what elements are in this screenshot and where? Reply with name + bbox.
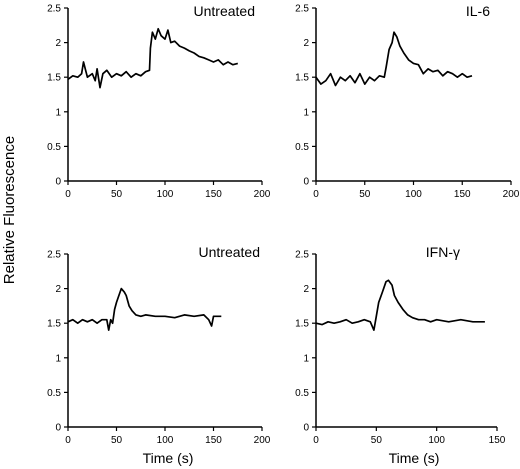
x-tick-label: 50 <box>111 189 123 200</box>
x-tick-label: 50 <box>371 435 383 446</box>
x-tick-label: 0 <box>313 189 319 200</box>
y-tick-label: 0 <box>303 423 309 434</box>
x-tick-label: 100 <box>157 435 174 446</box>
x-axis-title-right: Time (s) <box>389 450 440 466</box>
series-line-1 <box>67 27 239 89</box>
y-tick-label: 2.5 <box>295 250 309 261</box>
x-tick-label: 50 <box>359 189 371 200</box>
chart-panel-2: 0 0.5 1 1.5 2 2.5 0 50 100 150 200 IL-6 <box>295 3 520 200</box>
panel-title: Untreated <box>199 244 260 260</box>
y-tick-label: 2 <box>303 284 309 295</box>
series-line-1 <box>67 287 222 331</box>
x-tick-label: 200 <box>254 189 271 200</box>
x-tick-label: 50 <box>111 435 123 446</box>
y-tick-label: 1.5 <box>47 73 61 84</box>
x-tick-label: 200 <box>254 435 271 446</box>
x-tick-label: 150 <box>205 189 222 200</box>
x-tick-label: 150 <box>454 189 471 200</box>
y-tick-label: 1 <box>303 107 309 118</box>
y-tick-label: 1 <box>55 107 61 118</box>
panel-title: IL-6 <box>466 3 490 19</box>
y-tick-label: 2 <box>55 284 61 295</box>
chart-panels: 00.511.522.50 50 100 150 200Untreated00.511.… <box>47 3 520 446</box>
x-tick-label: 0 <box>65 435 71 446</box>
x-tick-label: 100 <box>405 189 422 200</box>
x-tick-label: 100 <box>428 435 445 446</box>
y-tick-label: 2.5 <box>47 4 61 15</box>
x-tick-label: 0 <box>65 189 71 200</box>
panel-title: Untreated <box>194 3 255 19</box>
x-axis-title-left: Time (s) <box>143 450 194 466</box>
y-tick-label: 1.5 <box>295 73 309 84</box>
y-tick-label: 0 <box>303 177 309 188</box>
x-tick-label: 0 <box>313 435 319 446</box>
y-tick-label: 2.5 <box>47 250 61 261</box>
chart-panel-4: 0 0.5 1 1.5 2 2.5 0 50 100 150 IFN-γ <box>295 244 506 446</box>
y-tick-label: 1.5 <box>295 319 309 330</box>
y-tick-label: 2 <box>55 38 61 49</box>
y-tick-label: 1 <box>55 353 61 364</box>
series-line-1 <box>315 279 485 331</box>
y-tick-label: 0.5 <box>47 388 61 399</box>
series-line-1 <box>315 31 473 87</box>
y-tick-label: 2.5 <box>295 4 309 15</box>
y-axis-title: Relative Fluorescence <box>1 136 18 284</box>
y-tick-label: 0.5 <box>47 142 61 153</box>
x-tick-label: 150 <box>489 435 506 446</box>
y-tick-label: 0 <box>55 423 61 434</box>
chart-panel-3: 0 0.5 1 1.5 2 2.5 0 50 100 150 200 Untreated <box>47 244 271 446</box>
y-tick-label: 1 <box>303 353 309 364</box>
y-tick-label: 1.5 <box>47 319 61 330</box>
y-tick-label: 0 <box>55 177 61 188</box>
x-tick-label: 200 <box>503 189 520 200</box>
panel-title: IFN-γ <box>426 244 460 260</box>
chart-panel-1: 0 0.5 1 1.5 2 2.5 0 50 100 150 200 Untreated <box>47 3 271 200</box>
y-tick-label: 2 <box>303 38 309 49</box>
y-tick-label: 0.5 <box>295 142 309 153</box>
x-tick-label: 100 <box>157 189 174 200</box>
y-tick-label: 0.5 <box>295 388 309 399</box>
x-tick-label: 150 <box>205 435 222 446</box>
